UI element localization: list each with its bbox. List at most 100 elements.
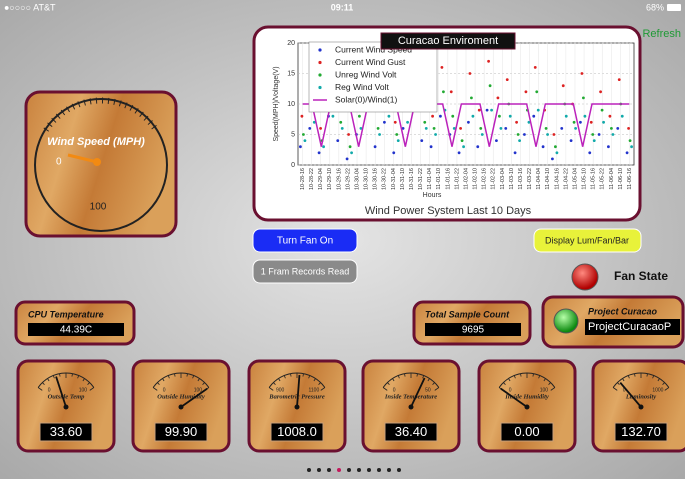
- y-axis-label: Speed(MPH)/Voltage(V): [273, 66, 280, 141]
- data-point: [505, 78, 509, 81]
- gauge-pivot: [408, 404, 414, 410]
- gauge-value: 0.00: [514, 424, 539, 439]
- data-point: [532, 114, 536, 118]
- refresh-button[interactable]: Refresh: [642, 28, 681, 40]
- fan-button[interactable]: [252, 228, 358, 253]
- data-point: [358, 114, 361, 118]
- gauge-value-box: [39, 422, 93, 442]
- gauge-tick: [42, 382, 45, 385]
- x-tick-label: 11-02-04: [463, 168, 469, 190]
- data-point: [582, 96, 585, 100]
- battery-icon: [667, 4, 681, 11]
- gauge-tick: [548, 382, 551, 385]
- data-point: [616, 126, 620, 130]
- data-point: [340, 126, 344, 130]
- gauge-tick: [186, 373, 188, 377]
- gauge-tick: [634, 373, 636, 377]
- data-point: [589, 120, 593, 124]
- y-tick-label: 20: [287, 40, 295, 47]
- sample-count-label: Total Sample Count: [425, 309, 510, 319]
- data-point: [535, 90, 539, 94]
- data-point: [479, 126, 483, 130]
- data-point: [569, 139, 573, 143]
- gauge-tick: [59, 373, 61, 377]
- wind-gauge-max: 100: [90, 202, 107, 213]
- data-point: [523, 133, 526, 136]
- wind-gauge-dial: [34, 98, 168, 232]
- data-point: [470, 96, 473, 100]
- gauge-value-box: [500, 422, 554, 442]
- x-tick-label: 11-06-10: [618, 168, 624, 190]
- gauge-tick: [320, 387, 326, 391]
- gauge-name: Inside Temperature: [384, 393, 437, 400]
- legend-label: Current Wind Gust: [335, 57, 406, 67]
- gauge-value-box: [614, 422, 668, 442]
- data-point: [541, 145, 545, 149]
- data-point: [485, 108, 489, 112]
- data-point: [440, 66, 444, 69]
- gauge-tick: [318, 382, 321, 385]
- x-tick-label: 11-01-04: [427, 168, 433, 190]
- gauge-max: 100: [194, 387, 203, 393]
- data-point: [524, 90, 528, 94]
- gauge-tick: [202, 382, 205, 385]
- carrier: ●○○○○ AT&T: [4, 2, 56, 12]
- data-point: [627, 126, 630, 130]
- gauge-min: 900: [276, 387, 285, 393]
- data-point: [551, 157, 554, 161]
- gauge-tick: [268, 387, 274, 391]
- gauge-tick: [308, 375, 311, 379]
- gauge-min: 0: [623, 387, 626, 393]
- gauge-needle: [500, 387, 528, 408]
- data-point: [406, 120, 409, 124]
- clock: 09:11: [331, 2, 354, 12]
- gauge-max: 100: [540, 387, 549, 393]
- data-point: [552, 133, 556, 136]
- gauge-pivot: [178, 404, 184, 410]
- project-value: ProjectCuracaoP: [588, 321, 671, 333]
- data-point: [572, 120, 576, 124]
- gauge-tick: [87, 382, 90, 385]
- display-button-label: Display Lum/Fan/Bar: [545, 235, 629, 245]
- gauge-tick: [278, 378, 281, 382]
- records-button[interactable]: [252, 259, 358, 284]
- data-point: [457, 151, 461, 155]
- wind-gauge-panel: [24, 90, 178, 238]
- data-point: [597, 133, 601, 136]
- data-point: [611, 133, 615, 136]
- data-point: [625, 151, 629, 155]
- gauge-tick: [532, 373, 534, 377]
- chart: 0 5 10 15 20 10-28-16 10-28-22 10-29-04 10-29-10…: [287, 40, 635, 190]
- data-point: [592, 139, 596, 143]
- data-point: [546, 133, 549, 136]
- data-point: [533, 66, 537, 69]
- x-tick-label: 11-03-22: [527, 168, 533, 190]
- legend-swatch: [318, 48, 322, 52]
- gauge-tick: [273, 382, 276, 385]
- data-point: [378, 133, 381, 136]
- data-point: [628, 139, 632, 143]
- data-point: [544, 126, 548, 130]
- gauge-needle: [55, 376, 67, 408]
- display-button[interactable]: [533, 228, 642, 253]
- legend-box: [308, 41, 438, 113]
- x-tick-label: 11-01-16: [445, 168, 451, 190]
- gauge-tick: [416, 373, 418, 377]
- data-point: [599, 90, 602, 94]
- gauge-min: 0: [163, 387, 166, 393]
- gauge-arc: [382, 372, 440, 388]
- data-point: [487, 59, 490, 63]
- x-tick-label: 11-05-16: [591, 168, 597, 190]
- gauge-arc: [152, 372, 210, 388]
- data-point: [331, 114, 335, 118]
- gauge-max: 1000: [652, 387, 663, 393]
- gauge-tick: [508, 378, 511, 382]
- x-tick-label: 11-04-16: [554, 168, 560, 190]
- gauge-tick: [404, 373, 406, 377]
- x-tick-label: 11-05-10: [582, 168, 588, 190]
- gauge-tick: [612, 387, 618, 391]
- legend-label: Current Wind Speed: [335, 44, 412, 54]
- data-point: [496, 96, 500, 100]
- data-point: [396, 139, 400, 143]
